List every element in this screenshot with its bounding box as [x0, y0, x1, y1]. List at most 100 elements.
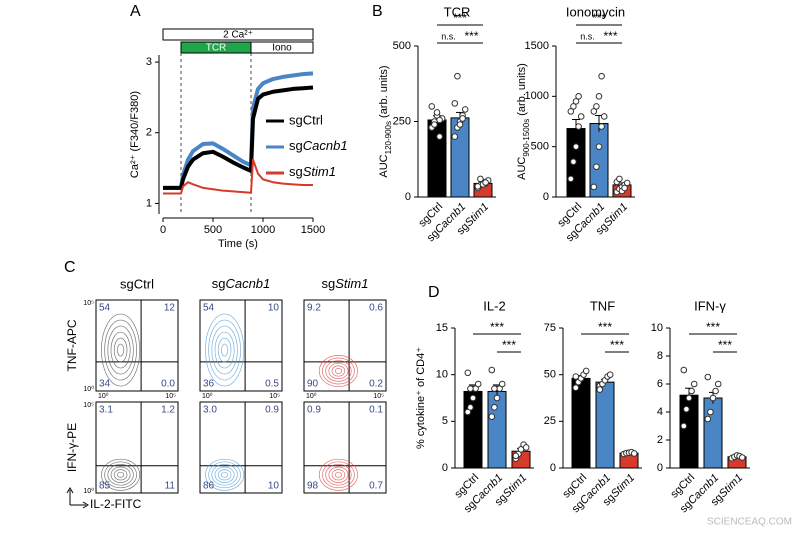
contour: [334, 368, 342, 374]
contour: [328, 362, 349, 380]
data-point: [683, 405, 690, 413]
contour: [325, 464, 352, 486]
quadrant-value: 1.2: [161, 405, 175, 416]
contour: [214, 331, 235, 369]
y-axis-label: % cytokine⁺ of CD4⁺: [415, 347, 427, 449]
quadrant-value: 0.6: [369, 303, 383, 314]
significance-label: ***: [592, 11, 606, 25]
data-point: [623, 179, 631, 187]
data-point: [575, 123, 582, 130]
data-point: [567, 175, 575, 183]
flow-plot: [199, 299, 283, 392]
significance-label: ***: [598, 320, 612, 334]
significance-label: n.s.: [441, 31, 456, 41]
y-axis-label-part: AUC: [516, 157, 528, 180]
y-axis-label: Ca²⁺ (F340/F380): [129, 91, 141, 178]
data-point: [590, 183, 598, 191]
data-point: [433, 109, 441, 116]
quadrant-value: 0.2: [369, 379, 383, 390]
panel-label: B: [372, 3, 383, 20]
flow-plot: [303, 401, 387, 494]
y-tick-label: 50: [544, 369, 556, 381]
data-point: [436, 116, 443, 124]
data-point: [454, 72, 461, 80]
contour: [211, 325, 238, 375]
contour: [318, 355, 358, 387]
axis-tick-label: 10⁰: [306, 392, 317, 400]
data-point: [738, 454, 746, 461]
contour: [221, 343, 229, 357]
quadrant-value: 0.0: [161, 379, 175, 390]
data-point: [498, 380, 506, 388]
data-point: [436, 133, 443, 140]
contour: [318, 458, 358, 491]
contour: [328, 466, 349, 483]
data-point: [491, 404, 498, 411]
y-tick-label: 4: [657, 406, 663, 418]
y-tick-label: 25: [544, 415, 556, 427]
contour: [113, 337, 128, 363]
data-point: [709, 394, 717, 402]
quadrant-value: 11: [165, 481, 176, 492]
quadrant-value: 0.7: [369, 481, 383, 492]
flow-plot: [303, 299, 387, 392]
bar: [595, 381, 615, 469]
data-point: [467, 404, 474, 411]
data-point: [600, 113, 608, 120]
bar: [703, 397, 723, 469]
contour: [334, 471, 342, 478]
watermark: SCIENCEAQ.COM: [707, 517, 792, 528]
quadrant-value: 54: [203, 303, 215, 314]
x-axis-label: IL-2-FITC: [90, 497, 142, 511]
contour: [110, 331, 131, 369]
data-point: [582, 367, 590, 375]
bar: [450, 117, 470, 198]
bar: [679, 394, 699, 469]
data-point: [451, 133, 459, 140]
y-tick-label: 1000: [525, 90, 549, 102]
data-point: [577, 113, 585, 120]
y-tick-label: 3: [146, 56, 152, 68]
data-point: [595, 93, 603, 100]
data-point: [522, 444, 530, 451]
bar: [427, 119, 447, 198]
contour: [214, 466, 235, 483]
data-point: [616, 175, 623, 183]
data-point: [593, 103, 600, 110]
contour: [208, 319, 241, 381]
y-axis-label-part: % cytokine⁺ of CD4⁺: [415, 347, 427, 449]
x-tick-label: 1000: [251, 224, 275, 236]
event-label: Iono: [272, 43, 292, 54]
quadrant-value: 54: [99, 303, 111, 314]
quadrant-value: 34: [99, 379, 111, 390]
y-tick-label: 500: [393, 40, 411, 52]
quadrant-value: 12: [164, 303, 176, 314]
data-point: [598, 72, 605, 80]
y-tick-label: 250: [393, 115, 411, 127]
quadrant-value: 0.5: [265, 379, 279, 390]
data-point: [488, 413, 496, 420]
column-title: sgCacnb1: [212, 276, 271, 291]
y-tick-label: 1500: [525, 40, 549, 52]
contour: [211, 464, 238, 486]
data-point: [493, 394, 501, 402]
axis-tick-label: 10⁵: [269, 393, 280, 400]
x-tick-label: 500: [204, 224, 222, 236]
data-point: [630, 450, 638, 457]
x-tick-label: 1500: [301, 224, 325, 236]
x-tick-label: 0: [160, 224, 166, 236]
data-point: [575, 93, 582, 100]
data-point: [570, 158, 577, 166]
contour: [221, 471, 229, 478]
quadrant-value: 98: [307, 481, 319, 492]
axis-tick-label: 10⁵: [373, 393, 384, 400]
quadrant-value: 36: [203, 379, 215, 390]
data-point: [477, 175, 484, 183]
data-point: [491, 385, 498, 392]
quadrant-value: 85: [99, 481, 111, 492]
data-point: [428, 103, 436, 110]
contour: [325, 360, 352, 382]
quadrant-value: 3.0: [203, 405, 217, 416]
y-tick-label: 2: [146, 127, 152, 139]
quadrant-value: 3.1: [99, 405, 113, 416]
